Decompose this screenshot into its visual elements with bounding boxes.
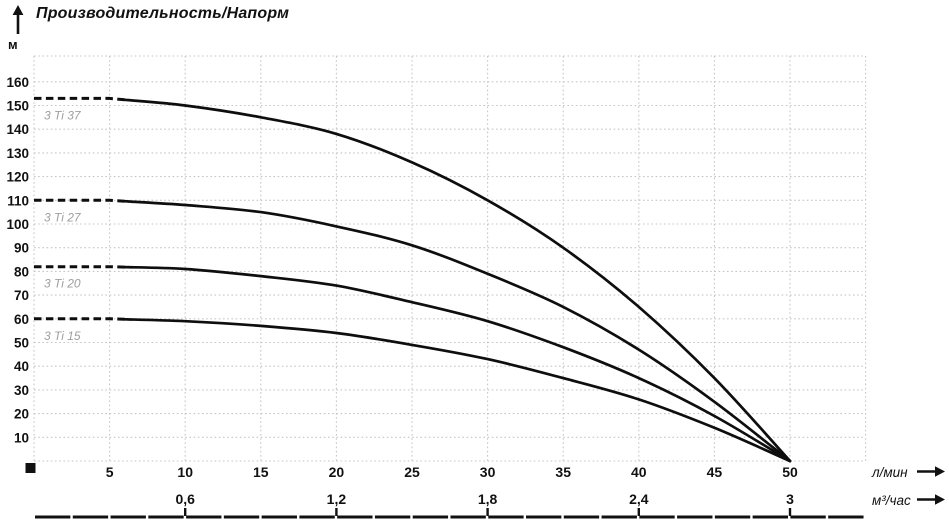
x-tick-label: 35 (555, 464, 571, 480)
y-tick-label: 110 (7, 193, 29, 208)
curve-label-3-ti-15: 3 Ti 15 (44, 329, 81, 343)
x-tick-label: 5 (106, 464, 114, 480)
y-tick-label: 90 (14, 241, 29, 256)
x-tick-label: 30 (480, 464, 496, 480)
curves: 3 Ti 37 3 Ti 27 3 Ti 20 3 Ti 15 (34, 96, 792, 463)
y-tick-label: 100 (6, 217, 29, 232)
curve-3-ti-15 (123, 317, 792, 463)
x-tick-label: 40 (631, 464, 647, 480)
chart-title: Производительность/Напорм (36, 5, 290, 22)
curve-dashed-3-ti-15 (34, 317, 125, 321)
y-tick-label: 150 (6, 99, 29, 114)
curve-label-3-ti-20: 3 Ti 20 (44, 277, 81, 291)
y-tick-label: 130 (6, 146, 29, 161)
grid (33, 55, 867, 462)
y-axis-up-arrow-icon (12, 5, 24, 34)
y-tick-label: 140 (6, 122, 29, 137)
curve-label-3-ti-27: 3 Ti 27 (44, 210, 82, 224)
x2-tick-label: 1,8 (478, 491, 498, 507)
y-tick-label: 120 (6, 170, 29, 185)
curve-label-3-ti-37: 3 Ti 37 (44, 108, 82, 122)
x-tick-label: 20 (329, 464, 345, 480)
y-tick-label: 80 (14, 264, 29, 279)
origin-marker (25, 463, 36, 473)
x2-tick-label: 3 (786, 491, 794, 507)
right-arrow-icon (917, 494, 945, 505)
curve-3-ti-20 (123, 265, 792, 463)
y-tick-label: 160 (6, 75, 29, 90)
x2-tick-label: 0,6 (175, 491, 195, 507)
curve-dashed-3-ti-27 (34, 198, 125, 203)
secondary-axis-bar (35, 508, 864, 519)
y-axis-unit-label: м (8, 37, 18, 52)
y-tick-label: 60 (14, 312, 29, 327)
y-tick-label: 50 (14, 336, 29, 351)
x-tick-label: 10 (177, 464, 193, 480)
x2-tick-label: 2,4 (629, 491, 649, 507)
right-arrow-icon (917, 466, 945, 477)
curve-dashed-3-ti-37 (34, 96, 125, 102)
x-tick-label: 45 (707, 464, 723, 480)
axis-labels: 10 20 30 40 50 60 70 80 90 100 110 120 130 140 150 160 5… (6, 75, 945, 508)
curve-3-ti-27 (123, 199, 792, 463)
flow-unit-m3h-label: м³/час (872, 493, 911, 508)
x-tick-label: 25 (404, 464, 420, 480)
y-tick-label: 30 (14, 383, 29, 398)
x2-tick-label: 1,2 (327, 491, 347, 507)
y-tick-label: 20 (14, 407, 29, 422)
flow-unit-lmin-label: л/мин (871, 465, 908, 480)
y-tick-label: 70 (14, 288, 29, 303)
y-tick-label: 10 (14, 430, 29, 445)
y-tick-label: 40 (14, 359, 29, 374)
x-tick-label: 15 (253, 464, 269, 480)
x-tick-label: 50 (782, 464, 798, 480)
curve-3-ti-37 (123, 98, 792, 463)
